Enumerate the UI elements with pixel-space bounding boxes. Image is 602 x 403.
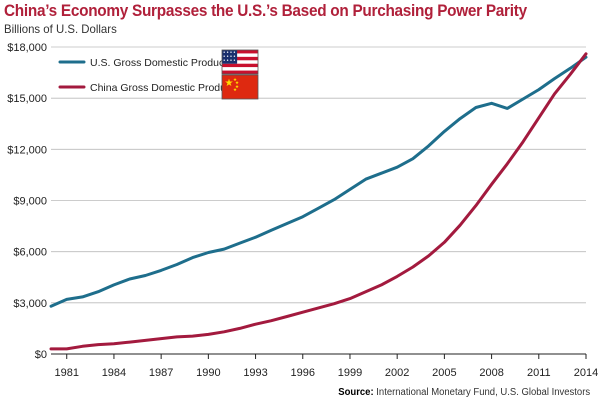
flag-star <box>223 59 225 61</box>
legend-label: U.S. Gross Domestic Product <box>90 57 227 69</box>
y-tick-label: $6,000 <box>13 247 47 259</box>
flag-star <box>230 59 232 61</box>
legend-label: China Gross Domestic Product <box>90 82 234 94</box>
x-tick-label: 2014 <box>574 367 598 379</box>
flag-canton <box>222 50 238 64</box>
flag-star <box>233 59 236 61</box>
x-tick-label: 1999 <box>338 367 362 379</box>
x-tick-label: 1996 <box>291 367 315 379</box>
us-gdp-line <box>49 55 588 308</box>
flag-star: ★ <box>225 78 234 89</box>
china-flag-icon: ★ ★★★★ <box>221 74 259 100</box>
flag-star <box>230 51 232 53</box>
flag-star <box>230 55 232 57</box>
flag-stripe <box>222 50 258 54</box>
flag-stripe <box>222 60 258 64</box>
flag-stripe <box>222 63 258 68</box>
y-tick-label: $15,000 <box>7 93 47 105</box>
flag-star <box>223 51 225 53</box>
flag-star: ★ <box>233 87 237 93</box>
chart-title: China’s Economy Surpasses the U.S.’s Bas… <box>4 2 527 20</box>
source-label: Source: <box>338 387 374 398</box>
chart-subtitle: Billions of U.S. Dollars <box>4 22 117 36</box>
y-tick-label: $3,000 <box>13 298 47 310</box>
flag-star <box>226 59 229 61</box>
y-tick-label: $12,000 <box>7 144 47 156</box>
x-tick-label: 2002 <box>385 367 409 379</box>
flag-star <box>223 55 225 57</box>
flag-stripe <box>222 53 258 58</box>
x-tick-label: 2011 <box>527 367 551 379</box>
x-tick-label: 1987 <box>149 367 173 379</box>
flag-stripe <box>222 56 258 61</box>
x-tick-label: 2008 <box>479 367 503 379</box>
flag-field <box>222 75 258 99</box>
flag-star <box>233 55 236 57</box>
flag-stripe <box>222 67 258 71</box>
flag-stripe <box>222 70 258 75</box>
flag-star <box>226 55 229 57</box>
x-tick-label: 1990 <box>196 367 220 379</box>
y-tick-label: $9,000 <box>13 196 47 208</box>
y-tick-label: $0 <box>35 349 47 361</box>
flag-star: ★ <box>233 77 237 83</box>
y-tick-label: $18,000 <box>7 42 47 54</box>
flag-star <box>233 51 236 53</box>
x-tick-label: 1993 <box>243 367 267 379</box>
flag-border <box>221 49 259 75</box>
x-tick-label: 2005 <box>432 367 456 379</box>
source-text: International Monetary Fund, U.S. Global… <box>373 387 590 398</box>
flag-star: ★ <box>235 84 239 90</box>
source-note: Source: International Monetary Fund, U.S… <box>338 387 590 398</box>
flag-border <box>221 74 259 100</box>
us-flag-icon <box>221 49 259 75</box>
x-tick-label: 1981 <box>54 367 78 379</box>
china-gdp-line <box>49 52 588 351</box>
x-tick-label: 1984 <box>102 367 126 379</box>
flag-star: ★ <box>235 80 239 86</box>
flag-star <box>226 51 229 53</box>
